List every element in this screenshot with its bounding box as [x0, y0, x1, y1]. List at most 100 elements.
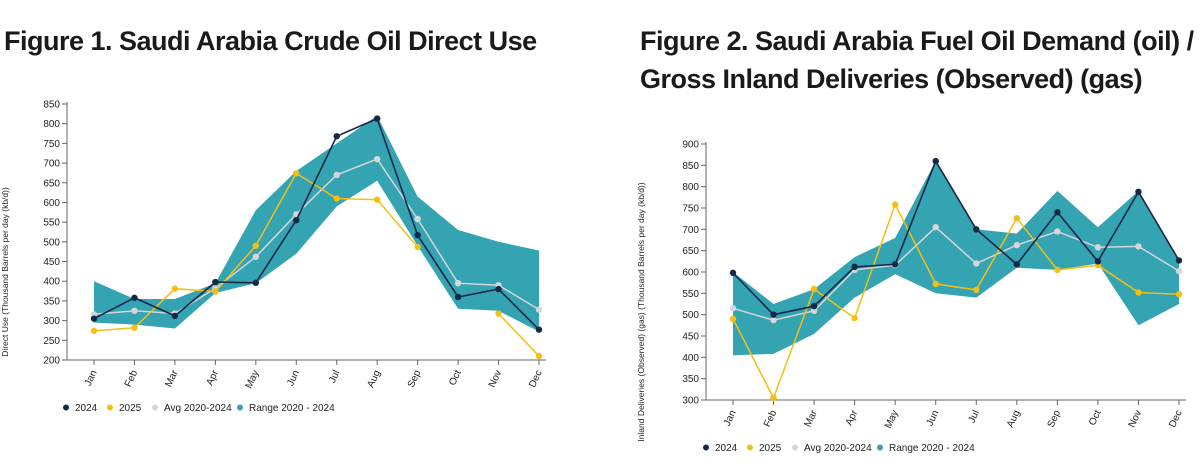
data-point	[729, 305, 737, 312]
legend-label: Range 2020 - 2024	[249, 403, 335, 414]
x-tick-label: Sep	[406, 368, 424, 389]
data-point	[414, 215, 421, 223]
y-tick-label: 500	[43, 237, 60, 248]
y-tick-label: 600	[682, 268, 699, 279]
x-tick-label: May	[883, 409, 901, 431]
legend-marker	[792, 444, 798, 451]
y-tick-label: 700	[682, 225, 699, 236]
x-tick-label: May	[244, 369, 262, 391]
legend-label: 2025	[759, 443, 782, 454]
legend-label: 2024	[715, 443, 738, 454]
data-point	[252, 242, 260, 249]
data-point	[1135, 243, 1142, 250]
x-tick-label: Jul	[967, 409, 982, 425]
legend-marker	[703, 444, 709, 451]
series-line-2024	[93, 117, 540, 331]
x-tick-label: Feb	[762, 408, 779, 429]
y-tick-label: 550	[682, 289, 699, 300]
y-tick-label: 850	[682, 161, 699, 172]
y-axis-label: Direct Use (Thousand Barrels per day (kb…	[0, 187, 10, 357]
data-point	[1013, 241, 1021, 249]
data-point	[1175, 267, 1183, 275]
y-tick-label: 350	[682, 374, 699, 385]
y-tick-label: 400	[43, 277, 60, 288]
data-point	[495, 310, 502, 317]
data-point	[973, 286, 980, 294]
y-tick-label: 600	[43, 198, 60, 209]
data-point	[131, 307, 138, 314]
data-point	[770, 394, 777, 402]
data-point	[1094, 258, 1102, 265]
y-tick-label: 750	[43, 139, 60, 150]
data-point	[770, 311, 777, 318]
data-point	[131, 294, 138, 301]
y-tick-label: 750	[682, 204, 699, 215]
x-tick-label: Jan	[83, 369, 100, 388]
x-tick-label: Nov	[487, 369, 504, 390]
legend-label: 2024	[75, 403, 98, 414]
x-tick-label: Oct	[1087, 408, 1104, 427]
data-point	[891, 201, 899, 208]
data-point	[171, 312, 179, 320]
data-point	[1013, 215, 1021, 222]
data-point	[891, 261, 899, 268]
legend-marker	[152, 404, 158, 411]
data-point	[293, 170, 300, 177]
x-tick-label: Jan	[722, 409, 739, 428]
data-point	[252, 253, 260, 261]
x-tick-label: Jun	[285, 369, 302, 388]
data-point	[1054, 209, 1061, 216]
data-point	[770, 317, 777, 324]
data-point	[973, 226, 980, 233]
data-point	[293, 216, 300, 224]
x-tick-label: Apr	[844, 408, 861, 427]
data-point	[973, 260, 980, 267]
x-tick-label: Apr	[205, 368, 222, 387]
y-tick-label: 900	[682, 140, 699, 151]
data-point	[373, 115, 381, 122]
y-axis-label: Inland Deliveries (Observed) (gas) (Thou…	[636, 182, 646, 442]
data-point	[535, 352, 543, 360]
data-point	[851, 263, 858, 271]
legend-label: Avg 2020-2024	[804, 443, 872, 454]
data-point	[333, 171, 340, 179]
x-tick-label: Jul	[327, 369, 342, 385]
legend-marker	[107, 404, 113, 411]
y-tick-label: 300	[43, 316, 60, 327]
data-point	[851, 314, 858, 322]
data-point	[535, 306, 543, 313]
data-point	[495, 285, 502, 293]
y-tick-label: 500	[682, 310, 699, 321]
y-tick-label: 450	[43, 257, 60, 268]
data-point	[1135, 188, 1142, 195]
y-tick-label: 200	[43, 356, 60, 367]
y-tick-label: 800	[682, 182, 699, 193]
y-tick-label: 850	[43, 100, 60, 111]
legend-marker	[877, 444, 883, 451]
data-point	[1054, 266, 1061, 274]
data-point	[1094, 244, 1102, 251]
data-point	[212, 278, 219, 286]
figure-2-title: Figure 2. Saudi Arabia Fuel Oil Demand (…	[640, 26, 1194, 94]
y-tick-label: 800	[43, 119, 60, 130]
data-point	[171, 285, 179, 292]
x-tick-label: Oct	[447, 368, 464, 387]
y-tick-label: 550	[43, 218, 60, 229]
x-tick-label: Feb	[123, 368, 140, 389]
data-point	[414, 243, 421, 251]
data-point	[810, 307, 818, 315]
data-point	[932, 280, 939, 288]
y-tick-label: 400	[682, 353, 699, 364]
data-point	[454, 293, 462, 301]
legend-marker	[747, 444, 753, 451]
data-point	[729, 315, 737, 323]
data-point	[252, 279, 260, 287]
data-point	[373, 155, 381, 163]
data-point	[810, 302, 818, 310]
data-point	[212, 288, 219, 295]
range-band	[733, 161, 1179, 356]
figure-1-title: Figure 1. Saudi Arabia Crude Oil Direct …	[4, 26, 537, 56]
legend-marker	[237, 404, 243, 411]
data-point	[333, 195, 340, 202]
x-tick-label: Nov	[1127, 409, 1144, 430]
